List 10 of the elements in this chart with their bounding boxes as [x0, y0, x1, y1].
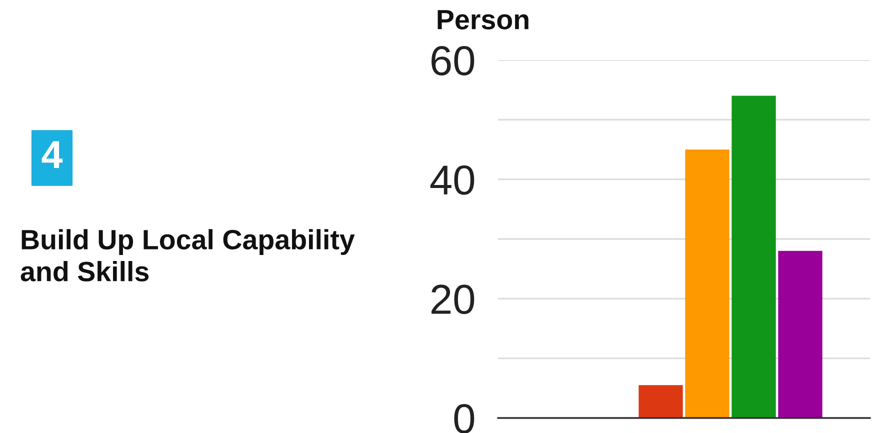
text: 4 [42, 141, 63, 168]
bar [732, 96, 776, 418]
y-tick-label: 20 [432, 284, 474, 314]
y-tick-label: 60 [432, 46, 474, 76]
bar [638, 385, 683, 418]
y-tick-label: 40 [430, 165, 474, 195]
text: Build Up Local Capability and Skills [20, 229, 355, 282]
bar [685, 150, 730, 418]
bar [778, 250, 822, 418]
y-axis-title: Person [438, 10, 528, 30]
